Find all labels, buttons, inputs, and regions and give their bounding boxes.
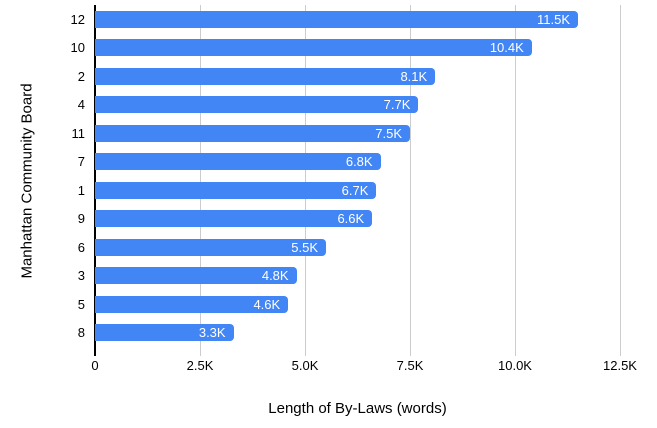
y-category-label: 12 bbox=[70, 11, 85, 27]
bar: 8.1K bbox=[95, 67, 436, 85]
bar: 3.3K bbox=[95, 324, 234, 342]
x-tick-label: 12.5K bbox=[603, 358, 637, 373]
y-category-label: 2 bbox=[77, 68, 85, 84]
y-category-label: 4 bbox=[77, 97, 85, 113]
gridline bbox=[514, 5, 516, 356]
bar-value-label: 4.6K bbox=[253, 296, 281, 312]
y-category-label: 8 bbox=[77, 325, 85, 341]
bar: 7.5K bbox=[95, 124, 410, 142]
gridline bbox=[304, 5, 306, 356]
bar-value-label: 3.3K bbox=[198, 325, 226, 341]
x-axis-labels: 0 2.5K 5.0K 7.5K 10.0K 12.5K bbox=[91, 358, 637, 374]
bar: 10.4K bbox=[95, 39, 532, 57]
bar: 7.7K bbox=[95, 96, 419, 114]
bar-value-label: 5.5K bbox=[291, 239, 318, 255]
bar-value-label: 6.7K bbox=[341, 182, 369, 198]
bar: 4.8K bbox=[95, 267, 297, 285]
bar: 6.7K bbox=[95, 181, 377, 199]
gridline bbox=[619, 5, 621, 356]
bar-row: 6.8K bbox=[95, 153, 620, 171]
bar: 6.8K bbox=[95, 153, 381, 171]
bar-value-label: 4.8K bbox=[261, 268, 289, 284]
bar-value-label: 6.6K bbox=[337, 211, 365, 227]
y-category-label: 5 bbox=[77, 296, 85, 312]
bar-row: 8.1K bbox=[95, 67, 620, 85]
gridline bbox=[409, 5, 411, 356]
bar-row: 6.6K bbox=[95, 210, 620, 228]
bar-row: 7.5K bbox=[95, 124, 620, 142]
bar-value-label: 6.8K bbox=[345, 154, 373, 170]
bar-value-label: 10.4K bbox=[489, 40, 524, 56]
x-tick-label: 5.0K bbox=[291, 358, 319, 373]
bar-row: 7.7K bbox=[95, 96, 620, 114]
bar: 4.6K bbox=[95, 295, 289, 313]
bar-row: 11.5K bbox=[95, 10, 620, 28]
bar-value-label: 11.5K bbox=[536, 11, 570, 27]
y-category-label: 1 bbox=[77, 182, 85, 198]
bar-row: 5.5K bbox=[95, 238, 620, 256]
bars-layer: 11.5K 10.4K 8.1K 7.7K 7.5K 6.8K 6.7K 6.6K 5.5K 4.… bbox=[95, 5, 620, 347]
bar-row: 4.8K bbox=[95, 267, 620, 285]
x-tick-label: 0 bbox=[91, 358, 99, 373]
y-category-label: 10 bbox=[70, 40, 85, 56]
bar-row: 4.6K bbox=[95, 295, 620, 313]
gridline bbox=[199, 5, 201, 356]
x-tick-label: 10.0K bbox=[498, 358, 532, 373]
x-axis-title: Length of By-Laws (words) bbox=[268, 400, 447, 417]
y-category-label: 7 bbox=[77, 154, 85, 170]
x-tick-label: 7.5K bbox=[396, 358, 424, 373]
y-axis-line bbox=[94, 5, 96, 356]
y-category-label: 11 bbox=[71, 125, 86, 141]
bar: 11.5K bbox=[95, 10, 578, 28]
bar-row: 10.4K bbox=[95, 39, 620, 57]
y-category-label: 3 bbox=[77, 268, 85, 284]
bar-row: 6.7K bbox=[95, 181, 620, 199]
bar-value-label: 8.1K bbox=[400, 68, 428, 84]
y-category-label: 6 bbox=[77, 239, 85, 255]
bar-value-label: 7.5K bbox=[375, 125, 402, 141]
bar-value-label: 7.7K bbox=[383, 97, 411, 113]
y-category-label: 9 bbox=[77, 211, 85, 227]
y-axis-labels: 12 10 2 4 11 7 1 9 6 3 5 8 bbox=[0, 5, 85, 347]
bar: 5.5K bbox=[95, 238, 326, 256]
x-tick-label: 2.5K bbox=[186, 358, 214, 373]
bar-row: 3.3K bbox=[95, 324, 620, 342]
bar: 6.6K bbox=[95, 210, 373, 228]
plot-area: 11.5K 10.4K 8.1K 7.7K 7.5K 6.8K 6.7K 6.6K 5.5K 4.… bbox=[94, 5, 621, 356]
